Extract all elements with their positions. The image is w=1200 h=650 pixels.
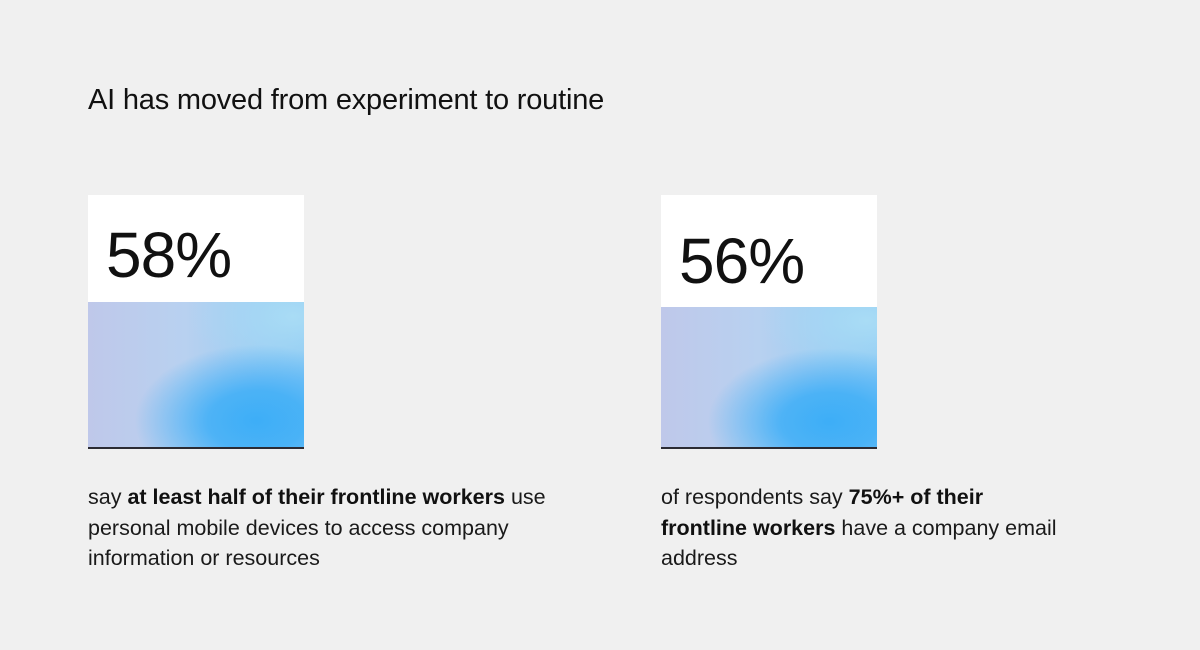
stat-card-company-email: 56% of respondents say 75%+ of their fro… bbox=[661, 195, 1057, 570]
stat-value: 56% bbox=[679, 225, 805, 297]
chart-title: AI has moved from experiment to routine bbox=[88, 84, 605, 116]
stat-bar-fill bbox=[661, 307, 877, 447]
desc-text: use personal mobile devices to access co… bbox=[88, 485, 546, 570]
desc-text: of respondents say bbox=[661, 485, 849, 509]
stat-description: of respondents say 75%+ of their frontli… bbox=[661, 482, 1061, 574]
stat-card-frontline-mobile: 58% say at least half of their frontline… bbox=[88, 195, 546, 570]
stat-value: 58% bbox=[106, 219, 232, 291]
stat-bar-panel: 56% bbox=[661, 195, 877, 449]
desc-emphasis: 75%+ of their frontline workers bbox=[661, 485, 984, 540]
desc-text: have a company email address bbox=[661, 515, 1057, 571]
desc-text: say bbox=[88, 485, 128, 509]
stat-bar-panel: 58% bbox=[88, 195, 304, 449]
stat-bar-fill bbox=[88, 302, 304, 447]
stat-description: say at least half of their frontline wor… bbox=[88, 482, 548, 574]
desc-emphasis: at least half of their frontline workers bbox=[127, 485, 505, 509]
